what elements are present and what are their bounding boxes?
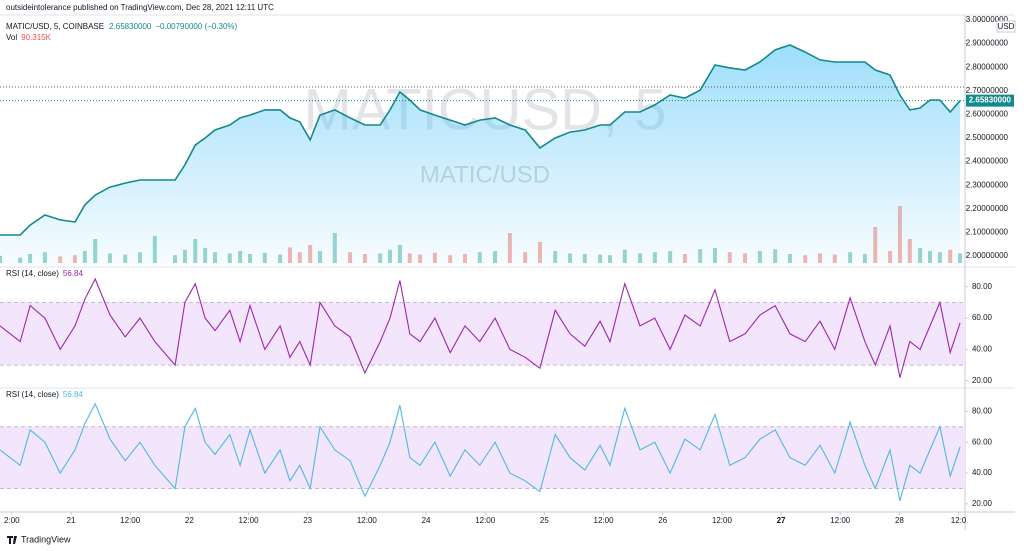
x-tick-label: 12:00 — [239, 516, 260, 525]
price-area — [0, 45, 961, 265]
y-tick-label: 20.00 — [972, 499, 993, 508]
currency: USD — [998, 22, 1015, 31]
rsi-line — [0, 277, 961, 378]
y-tick-label: 80.00 — [972, 406, 993, 415]
x-tick-label: 12:00 — [475, 516, 496, 525]
x-tick-label: 12:00 — [830, 516, 851, 525]
y-tick-label: 60.00 — [972, 437, 993, 446]
y-tick-label: 60.00 — [972, 313, 993, 322]
y-tick-label: 2.90000000 — [966, 39, 1009, 48]
x-tick-label: 2:00 — [4, 516, 20, 525]
last-price-label: 2.65830000 — [969, 96, 1012, 105]
rsi-band — [0, 302, 965, 366]
x-tick-label: 12:00 — [712, 516, 733, 525]
legend-last: 2.65830000 — [109, 22, 152, 31]
header: outsideintolerance published on TradingV… — [6, 3, 274, 12]
price-line — [0, 44, 961, 236]
y-tick-label: 2.30000000 — [966, 180, 1009, 189]
y-tick-label: 3.00000000 — [966, 15, 1009, 24]
rsi-line — [0, 402, 961, 501]
y-tick-label: 40.00 — [972, 468, 993, 477]
rsi-value: 56.84 — [63, 269, 84, 278]
y-tick-label: 2.80000000 — [966, 62, 1009, 71]
rsi-title: RSI (14, close) — [6, 269, 59, 278]
y-tick-label: 40.00 — [972, 345, 993, 354]
rsi-value: 56.84 — [63, 390, 84, 399]
volume-legend: Vol — [6, 33, 17, 42]
rsi-band — [0, 426, 965, 489]
footer-logo — [7, 536, 17, 544]
y-tick-label: 2.10000000 — [966, 228, 1009, 237]
legend-change: −0.00790000 (−0.30%) — [155, 22, 237, 31]
y-tick-label: 2.00000000 — [966, 251, 1009, 260]
y-tick-label: 80.00 — [972, 282, 993, 291]
x-tick-label: 26 — [658, 516, 667, 525]
y-tick-label: 2.60000000 — [966, 109, 1009, 118]
x-tick-label: 27 — [777, 516, 786, 525]
x-tick-label: 21 — [67, 516, 76, 525]
x-tick-label: 28 — [895, 516, 904, 525]
y-tick-label: 20.00 — [972, 376, 993, 385]
x-tick-label: 12:0 — [951, 516, 967, 525]
rsi-title: RSI (14, close) — [6, 390, 59, 399]
x-tick-label: 24 — [422, 516, 431, 525]
pane-borders — [0, 14, 1015, 530]
x-tick-label: 12:00 — [594, 516, 615, 525]
x-tick-label: 12:00 — [120, 516, 141, 525]
x-tick-label: 22 — [185, 516, 194, 525]
x-tick-label: 23 — [303, 516, 312, 525]
x-tick-label: 25 — [540, 516, 549, 525]
legend-symbol: MATIC/USD, 5, COINBASE — [6, 22, 104, 31]
y-tick-label: 2.20000000 — [966, 204, 1009, 213]
volume-legend-value: 90.315K — [21, 33, 51, 42]
currency-box — [996, 20, 1016, 33]
y-tick-label: 2.50000000 — [966, 133, 1009, 142]
last-price-tag — [966, 94, 1014, 107]
footer: TradingView — [21, 534, 71, 544]
y-tick-label: 2.40000000 — [966, 157, 1009, 166]
y-tick-label: 2.70000000 — [966, 86, 1009, 95]
x-tick-label: 12:00 — [357, 516, 378, 525]
